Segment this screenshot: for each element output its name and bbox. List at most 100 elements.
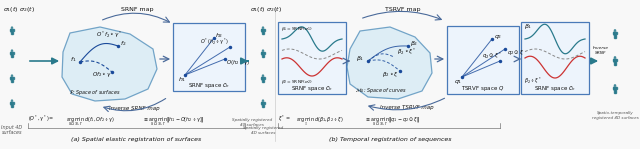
Text: $f_1$: $f_1$ bbox=[70, 55, 77, 64]
Text: surfaces: surfaces bbox=[2, 130, 22, 135]
Polygon shape bbox=[11, 55, 12, 57]
Polygon shape bbox=[616, 87, 617, 89]
Text: $q_1$: $q_1$ bbox=[454, 78, 462, 86]
Text: $\xi^*=$: $\xi^*=$ bbox=[278, 114, 291, 124]
Polygon shape bbox=[264, 52, 265, 54]
Text: $q_2$: $q_2$ bbox=[494, 33, 502, 41]
Polygon shape bbox=[615, 35, 616, 38]
Polygon shape bbox=[264, 30, 265, 31]
Polygon shape bbox=[614, 32, 616, 35]
Circle shape bbox=[614, 29, 616, 32]
Text: $\beta_2\circ\xi$: $\beta_2\circ\xi$ bbox=[382, 70, 399, 79]
Text: $q_2\odot\xi$: $q_2\odot\xi$ bbox=[507, 48, 524, 57]
Polygon shape bbox=[11, 32, 12, 34]
Polygon shape bbox=[615, 90, 616, 93]
Circle shape bbox=[11, 26, 13, 29]
Text: $\mathcal{F}$: Space of surfaces: $\mathcal{F}$: Space of surfaces bbox=[69, 88, 120, 97]
Polygon shape bbox=[261, 103, 262, 104]
Text: $\beta_2=\mathrm{SRNF}(\sigma_2)$: $\beta_2=\mathrm{SRNF}(\sigma_2)$ bbox=[281, 78, 313, 86]
Circle shape bbox=[614, 84, 616, 87]
Polygon shape bbox=[262, 32, 263, 34]
Text: $O(h_2\circ\gamma)$: $O(h_2\circ\gamma)$ bbox=[226, 58, 250, 67]
Polygon shape bbox=[262, 105, 263, 107]
Polygon shape bbox=[613, 87, 614, 89]
FancyBboxPatch shape bbox=[173, 23, 245, 91]
Polygon shape bbox=[13, 52, 14, 54]
Polygon shape bbox=[263, 55, 264, 57]
Polygon shape bbox=[613, 59, 614, 61]
Text: $h_1$: $h_1$ bbox=[178, 75, 186, 84]
Circle shape bbox=[262, 49, 264, 52]
Polygon shape bbox=[263, 32, 264, 34]
Polygon shape bbox=[264, 103, 265, 104]
Circle shape bbox=[11, 49, 13, 52]
Text: $\underset{SO(3),\Gamma}{\mathrm{argmin}}\,d(f_1,Of_2\circ\gamma)$: $\underset{SO(3),\Gamma}{\mathrm{argmin}… bbox=[66, 116, 115, 128]
Polygon shape bbox=[10, 52, 11, 54]
Text: $\beta_1$: $\beta_1$ bbox=[356, 54, 364, 63]
Polygon shape bbox=[12, 32, 13, 34]
Polygon shape bbox=[614, 90, 615, 93]
Polygon shape bbox=[263, 80, 264, 82]
Polygon shape bbox=[262, 52, 264, 55]
Polygon shape bbox=[614, 87, 616, 90]
Polygon shape bbox=[10, 30, 11, 31]
Text: 4D surfaces: 4D surfaces bbox=[251, 131, 275, 135]
Polygon shape bbox=[262, 77, 264, 80]
Polygon shape bbox=[263, 105, 264, 107]
Text: TSRVF space $Q$: TSRVF space $Q$ bbox=[461, 84, 505, 93]
Polygon shape bbox=[13, 30, 14, 31]
Text: $\beta_2\circ\xi^*$: $\beta_2\circ\xi^*$ bbox=[397, 47, 417, 57]
Text: $\equiv\underset{SO(3),\Gamma}{\mathrm{argmin}}\|h_1-O(h_2\circ\gamma)\|$: $\equiv\underset{SO(3),\Gamma}{\mathrm{a… bbox=[143, 116, 205, 128]
Polygon shape bbox=[11, 77, 13, 80]
Text: $f_2$: $f_2$ bbox=[120, 39, 127, 48]
Polygon shape bbox=[261, 77, 262, 79]
Polygon shape bbox=[11, 80, 12, 82]
Polygon shape bbox=[347, 27, 432, 99]
Polygon shape bbox=[11, 29, 13, 32]
Polygon shape bbox=[614, 59, 616, 62]
Polygon shape bbox=[616, 59, 617, 61]
Text: SRNF space $\mathcal{C}_h$: SRNF space $\mathcal{C}_h$ bbox=[188, 81, 230, 90]
Polygon shape bbox=[12, 55, 13, 57]
Polygon shape bbox=[264, 77, 265, 79]
Text: Spatially registered: Spatially registered bbox=[232, 118, 272, 122]
Text: $Of_2\circ\gamma$: $Of_2\circ\gamma$ bbox=[92, 70, 112, 79]
Polygon shape bbox=[11, 105, 12, 107]
Text: Input 4D: Input 4D bbox=[1, 125, 22, 130]
Text: $\beta_1=\mathrm{SRNF}(\sigma_1)$: $\beta_1=\mathrm{SRNF}(\sigma_1)$ bbox=[281, 25, 313, 33]
Polygon shape bbox=[616, 32, 617, 34]
FancyBboxPatch shape bbox=[278, 22, 346, 94]
Text: Spatio-temporally: Spatio-temporally bbox=[596, 111, 634, 115]
Polygon shape bbox=[615, 62, 616, 65]
Text: $(O^*,\gamma^*)=$: $(O^*,\gamma^*)=$ bbox=[28, 114, 54, 124]
Text: $\mathcal{M}_0$: Space of curves: $\mathcal{M}_0$: Space of curves bbox=[355, 86, 407, 95]
Text: SRNF map: SRNF map bbox=[121, 7, 153, 12]
Polygon shape bbox=[614, 62, 615, 65]
Polygon shape bbox=[11, 102, 13, 105]
Polygon shape bbox=[261, 52, 262, 54]
Polygon shape bbox=[12, 80, 13, 82]
Text: $\underset{\Xi}{\mathrm{argmin}}\,d(\beta_1,\beta_2\circ\xi)$: $\underset{\Xi}{\mathrm{argmin}}\,d(\bet… bbox=[296, 115, 344, 128]
Polygon shape bbox=[13, 77, 14, 79]
Polygon shape bbox=[10, 103, 11, 104]
Circle shape bbox=[614, 56, 616, 59]
Polygon shape bbox=[11, 52, 13, 55]
Text: $\beta_1$: $\beta_1$ bbox=[524, 22, 532, 31]
Text: $\sigma_1(t)\ \sigma_2(t)$: $\sigma_1(t)\ \sigma_2(t)$ bbox=[3, 5, 35, 14]
Text: $\sigma_1(t)\ \sigma_2(t)$: $\sigma_1(t)\ \sigma_2(t)$ bbox=[250, 5, 282, 14]
Text: Inverse SRNF map: Inverse SRNF map bbox=[109, 106, 159, 111]
Text: TSRVF map: TSRVF map bbox=[385, 7, 420, 12]
Polygon shape bbox=[10, 77, 11, 79]
Polygon shape bbox=[262, 80, 263, 82]
Polygon shape bbox=[62, 27, 157, 101]
Polygon shape bbox=[13, 103, 14, 104]
Text: SRNF space $\mathcal{C}_h$: SRNF space $\mathcal{C}_h$ bbox=[291, 84, 333, 93]
FancyBboxPatch shape bbox=[521, 22, 589, 94]
Text: $O^*f_2\circ\gamma^*$: $O^*f_2\circ\gamma^*$ bbox=[96, 30, 122, 40]
Text: $\equiv\underset{SO(3),\Gamma}{\mathrm{argmin}}\|q_1-q_2\odot\xi\|$: $\equiv\underset{SO(3),\Gamma}{\mathrm{a… bbox=[365, 116, 420, 128]
Text: $O^*(h_2\circ\gamma^*)$: $O^*(h_2\circ\gamma^*)$ bbox=[200, 37, 230, 47]
Circle shape bbox=[262, 74, 264, 77]
FancyBboxPatch shape bbox=[447, 26, 519, 94]
Circle shape bbox=[11, 99, 13, 102]
Text: $h_2$: $h_2$ bbox=[215, 31, 223, 40]
